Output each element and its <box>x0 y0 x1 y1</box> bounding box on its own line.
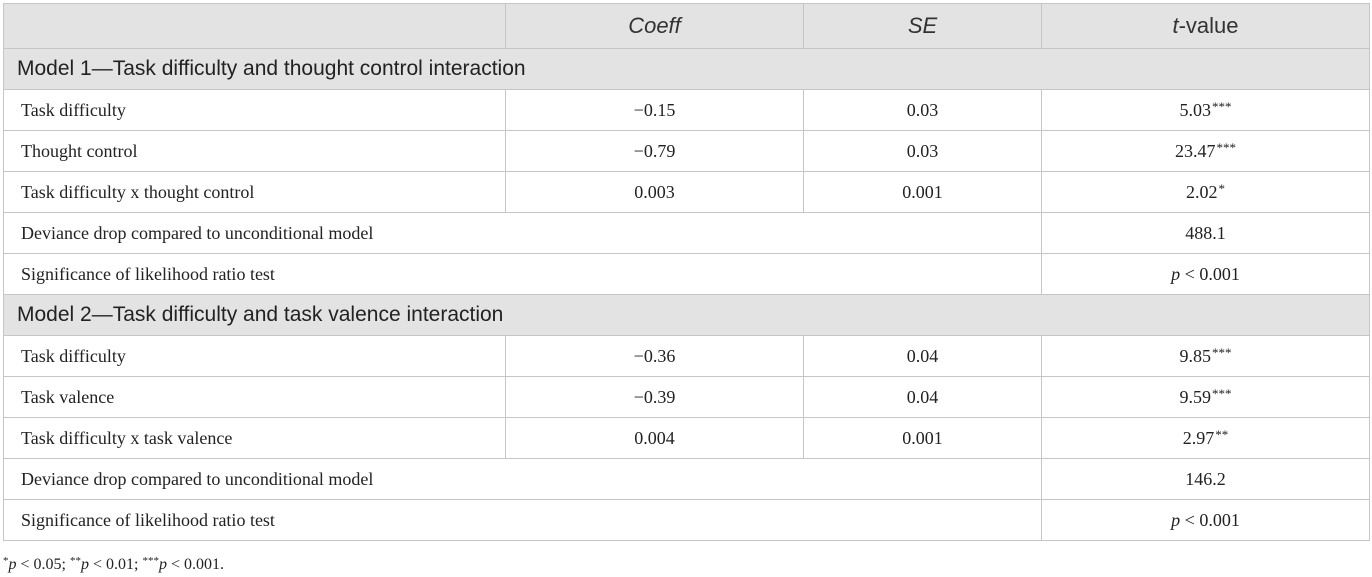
coeff-value: −0.39 <box>505 376 804 418</box>
likelihood-ratio-value: p < 0.001 <box>1041 253 1370 295</box>
se-value: 0.03 <box>803 130 1042 172</box>
se-value: 0.001 <box>803 171 1042 213</box>
section-header-model-1: Model 1—Task difficulty and thought cont… <box>3 48 1370 90</box>
row-label: Task difficulty x task valence <box>3 417 506 459</box>
header-coeff-text: Coeff <box>628 13 681 38</box>
header-t-value: t-value <box>1041 3 1370 49</box>
t-value-cell: 9.59*** <box>1041 376 1370 418</box>
p-symbol: p <box>1171 509 1181 530</box>
likelihood-ratio-label: Significance of likelihood ratio test <box>3 253 1042 295</box>
section-title: Model 2—Task difficulty and task valence… <box>3 294 1370 336</box>
likelihood-ratio-value: p < 0.001 <box>1041 499 1370 541</box>
row-label: Task difficulty x thought control <box>3 171 506 213</box>
deviance-row: Deviance drop compared to unconditional … <box>3 212 1370 254</box>
coeff-value: −0.79 <box>505 130 804 172</box>
significance-marker: ** <box>1215 427 1229 442</box>
deviance-value: 146.2 <box>1041 458 1370 500</box>
row-label: Task difficulty <box>3 335 506 377</box>
section-header-model-2: Model 2—Task difficulty and task valence… <box>3 294 1370 336</box>
row-label: Thought control <box>3 130 506 172</box>
footnote-threshold-3: < 0.001. <box>166 556 224 573</box>
t-value-cell: 23.47*** <box>1041 130 1370 172</box>
deviance-value: 488.1 <box>1041 212 1370 254</box>
se-value: 0.03 <box>803 89 1042 131</box>
table-row: Thought control −0.79 0.03 23.47*** <box>3 130 1370 172</box>
table-row: Task valence −0.39 0.04 9.59*** <box>3 376 1370 418</box>
t-value: 5.03 <box>1179 100 1212 120</box>
table-row: Task difficulty x thought control 0.003 … <box>3 171 1370 213</box>
t-value: 2.02 <box>1186 182 1218 202</box>
coeff-value: −0.36 <box>505 335 804 377</box>
se-value: 0.001 <box>803 417 1042 459</box>
footnote-marker-3: *** <box>142 555 159 567</box>
footnote-threshold-2: < 0.01; <box>88 556 143 573</box>
table-row: Task difficulty −0.15 0.03 5.03*** <box>3 89 1370 131</box>
footnote-p-3: p <box>158 556 167 573</box>
likelihood-ratio-row: Significance of likelihood ratio test p … <box>3 253 1370 295</box>
table-header-row: Coeff SE t-value <box>3 3 1370 49</box>
coeff-value: 0.003 <box>505 171 804 213</box>
footnote-marker-2: ** <box>69 555 81 567</box>
t-value-cell: 2.02* <box>1041 171 1370 213</box>
significance-marker: *** <box>1212 386 1232 401</box>
deviance-label: Deviance drop compared to unconditional … <box>3 458 1042 500</box>
coeff-value: −0.15 <box>505 89 804 131</box>
regression-table-container: Coeff SE t-value Model 1—Task difficulty… <box>3 3 1370 541</box>
significance-marker: *** <box>1212 345 1232 360</box>
footnote-marker-1: * <box>3 555 9 567</box>
coeff-value: 0.004 <box>505 417 804 459</box>
footnote-threshold-1: < 0.05; <box>16 556 70 573</box>
t-value-cell: 2.97** <box>1041 417 1370 459</box>
header-label-cell <box>3 3 506 49</box>
significance-marker: *** <box>1216 140 1237 155</box>
significance-marker: * <box>1218 181 1226 196</box>
row-label: Task difficulty <box>3 89 506 131</box>
header-se: SE <box>803 3 1042 49</box>
section-title: Model 1—Task difficulty and thought cont… <box>3 48 1370 90</box>
footnote-p-1: p <box>8 556 17 573</box>
p-threshold: < 0.001 <box>1180 263 1240 284</box>
deviance-row: Deviance drop compared to unconditional … <box>3 458 1370 500</box>
footnote-p-2: p <box>80 556 89 573</box>
likelihood-ratio-label: Significance of likelihood ratio test <box>3 499 1042 541</box>
se-value: 0.04 <box>803 376 1042 418</box>
t-value-cell: 9.85*** <box>1041 335 1370 377</box>
se-value: 0.04 <box>803 335 1042 377</box>
header-se-text: SE <box>907 13 938 38</box>
deviance-label: Deviance drop compared to unconditional … <box>3 212 1042 254</box>
row-label: Task valence <box>3 376 506 418</box>
table-row: Task difficulty x task valence 0.004 0.0… <box>3 417 1370 459</box>
t-value-cell: 5.03*** <box>1041 89 1370 131</box>
p-symbol: p <box>1171 263 1181 284</box>
regression-table: Coeff SE t-value Model 1—Task difficulty… <box>3 3 1370 541</box>
header-t-rest: -value <box>1178 13 1239 38</box>
t-value: 23.47 <box>1175 141 1216 161</box>
header-coeff: Coeff <box>505 3 804 49</box>
significance-marker: *** <box>1212 99 1232 114</box>
t-value: 2.97 <box>1182 428 1215 448</box>
table-footnote: *p < 0.05; **p < 0.01; ***p < 0.001. <box>3 555 224 574</box>
t-value: 9.59 <box>1179 387 1212 407</box>
header-t-italic: t <box>1172 13 1179 38</box>
table-row: Task difficulty −0.36 0.04 9.85*** <box>3 335 1370 377</box>
t-value: 9.85 <box>1179 346 1212 366</box>
likelihood-ratio-row: Significance of likelihood ratio test p … <box>3 499 1370 541</box>
p-threshold: < 0.001 <box>1180 509 1240 530</box>
